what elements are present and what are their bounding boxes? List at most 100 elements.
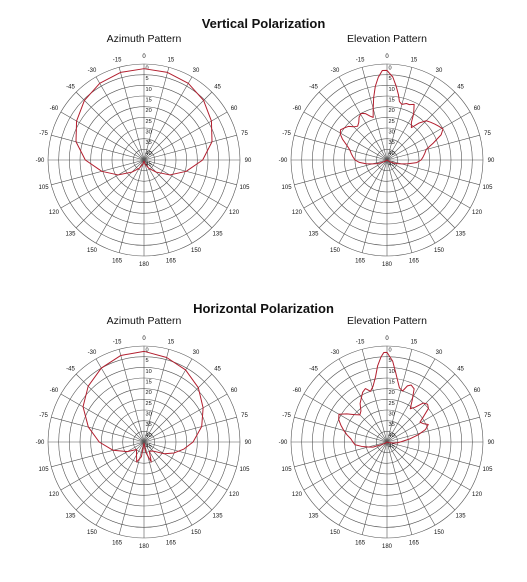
- grid-spoke: [95, 76, 145, 161]
- hp-elevation-plot: Elevation Pattern 0 15 30 45 60 75 90 105 120 135…: [267, 315, 507, 565]
- angle-tick-label: -90: [279, 158, 288, 164]
- grid-spoke: [75, 91, 145, 161]
- angle-tick-label: 135: [65, 232, 76, 238]
- radial-tick-label: 35: [146, 140, 152, 146]
- angle-tick-label: 150: [191, 248, 202, 254]
- grid-spoke: [386, 393, 471, 443]
- angle-tick-label: 45: [457, 84, 464, 90]
- grid-spoke: [294, 134, 388, 161]
- grid-spoke: [95, 159, 145, 244]
- angle-tick-label: 15: [168, 58, 175, 64]
- angle-tick-label: 135: [456, 514, 467, 520]
- angle-tick-label: -60: [50, 106, 59, 112]
- grid-spoke: [386, 159, 471, 209]
- angle-tick-label: 105: [282, 467, 293, 473]
- grid-spoke: [386, 441, 436, 526]
- pattern-trace: [75, 68, 213, 176]
- angle-tick-label: 90: [245, 440, 252, 446]
- radial-tick-label: 0: [146, 66, 149, 72]
- angle-tick-label: -30: [331, 68, 340, 74]
- polar-chart-svg: 0153045607590105120135150165180165150135…: [36, 336, 252, 550]
- grid-spoke: [143, 134, 237, 161]
- grid-spoke: [60, 111, 145, 161]
- grid-spoke: [318, 159, 388, 229]
- grid-spoke: [51, 159, 145, 186]
- radial-tick-label: 40: [389, 151, 395, 157]
- grid-spoke: [143, 159, 228, 209]
- grid-spoke: [51, 134, 145, 161]
- plot-title: Azimuth Pattern: [106, 315, 182, 327]
- angle-tick-label: -60: [293, 106, 302, 112]
- radial-tick-label: 25: [146, 119, 152, 125]
- angle-tick-label: 135: [308, 514, 319, 520]
- grid-spoke: [75, 441, 145, 511]
- grid-spoke: [143, 358, 193, 443]
- grid-spoke: [143, 441, 237, 468]
- radial-tick-label: 45: [146, 162, 152, 168]
- grid-spoke: [386, 134, 480, 161]
- angle-tick-label: 105: [39, 185, 50, 191]
- radial-tick-label: 45: [389, 444, 395, 450]
- angle-tick-label: -90: [36, 440, 45, 446]
- grid-spoke: [143, 416, 237, 443]
- grid-spoke: [318, 373, 388, 443]
- grid-spoke: [318, 91, 388, 161]
- grid-spoke: [294, 416, 388, 443]
- angle-tick-label: 180: [139, 544, 150, 550]
- horizontal-polarization-title: Horizontal Polarization: [193, 301, 334, 316]
- angle-tick-label: 135: [308, 232, 319, 238]
- angle-tick-label: 105: [482, 467, 493, 473]
- grid-spoke: [143, 159, 193, 244]
- angle-tick-label: 75: [484, 413, 491, 419]
- angle-tick-label: -90: [36, 158, 45, 164]
- grid-spoke: [51, 416, 145, 443]
- angle-tick-label: 180: [382, 262, 393, 268]
- angle-tick-label: 120: [472, 210, 483, 216]
- grid-spoke: [303, 393, 388, 443]
- vp-azimuth-plot: Azimuth Pattern 0 15 30 45 60 75 90 105 120 135 15…: [24, 33, 264, 283]
- grid-spoke: [143, 373, 213, 443]
- angle-tick-label: 105: [239, 467, 250, 473]
- radial-tick-label: 20: [389, 390, 395, 396]
- radial-tick-label: 30: [146, 130, 152, 136]
- grid-spoke: [118, 441, 145, 535]
- angle-tick-label: -45: [66, 84, 75, 90]
- angle-tick-label: 60: [231, 106, 238, 112]
- angle-tick-label: -45: [309, 84, 318, 90]
- hp-azimuth-plot: Azimuth Pattern 0 15 30 45 60 75 90 105 120 135 15…: [24, 315, 264, 565]
- radial-tick-label: 20: [389, 108, 395, 114]
- radial-tick-label: 35: [389, 422, 395, 428]
- grid-spoke: [51, 441, 145, 468]
- angle-tick-label: 135: [213, 232, 224, 238]
- grid-spoke: [60, 441, 145, 491]
- angle-tick-label: 120: [229, 210, 240, 216]
- angle-tick-label: 105: [282, 185, 293, 191]
- radial-tick-label: 5: [146, 358, 149, 364]
- pattern-trace: [338, 351, 429, 448]
- angle-tick-label: 165: [112, 540, 123, 546]
- radial-tick-label: 45: [146, 444, 152, 450]
- grid-spoke: [118, 67, 145, 161]
- grid-spoke: [60, 393, 145, 443]
- angle-tick-label: 150: [434, 248, 445, 254]
- radial-tick-label: 0: [389, 66, 392, 72]
- angle-tick-label: 75: [484, 131, 491, 137]
- angle-tick-label: 60: [231, 388, 238, 394]
- angle-tick-label: 60: [474, 388, 481, 394]
- angle-tick-label: 105: [482, 185, 493, 191]
- grid-spoke: [143, 441, 213, 511]
- grid-spoke: [95, 441, 145, 526]
- pattern-trace: [82, 350, 204, 463]
- angle-tick-label: 120: [472, 492, 483, 498]
- grid-spoke: [60, 159, 145, 209]
- angle-tick-label: 30: [193, 68, 200, 74]
- angle-tick-label: 105: [239, 185, 250, 191]
- grid-spoke: [143, 67, 170, 161]
- angle-tick-label: 45: [214, 366, 221, 372]
- radial-tick-label: 25: [146, 401, 152, 407]
- polar-chart-svg: 0153045607590105120135150165180165150135…: [36, 54, 252, 268]
- grid-spoke: [143, 441, 193, 526]
- radial-tick-label: 25: [389, 401, 395, 407]
- grid-spoke: [361, 441, 388, 535]
- grid-spoke: [143, 76, 193, 161]
